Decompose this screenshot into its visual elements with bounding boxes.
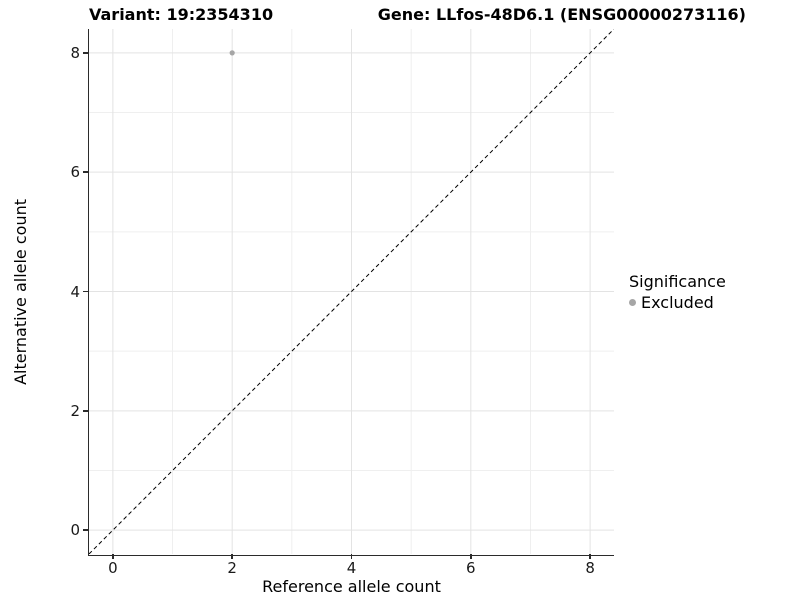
identity-line	[88, 29, 614, 554]
y-axis-title: Alternative allele count	[10, 198, 30, 385]
x-tick-mark	[231, 554, 233, 559]
y-tick-label: 6	[70, 163, 80, 182]
y-axis-title-wrap: Alternative allele count	[8, 29, 32, 554]
legend-item-label: Excluded	[641, 293, 714, 312]
x-tick-mark	[350, 554, 353, 559]
y-tick-label: 4	[70, 282, 80, 301]
legend-items: Excluded	[629, 293, 726, 312]
y-tick-mark	[83, 171, 88, 173]
y-tick-mark	[83, 410, 88, 412]
x-tick-mark	[470, 554, 472, 559]
legend: Significance Excluded	[629, 272, 726, 312]
x-axis-title: Reference allele count	[262, 577, 441, 596]
y-tick-mark	[83, 52, 88, 54]
legend-title: Significance	[629, 272, 726, 291]
legend-item: Excluded	[629, 293, 726, 312]
x-tick-label: 2	[227, 559, 237, 577]
x-tick-label: 4	[346, 559, 357, 577]
y-tick-mark	[83, 290, 88, 293]
data-point	[229, 50, 235, 56]
x-tick-mark	[112, 554, 114, 559]
x-tick-label: 8	[585, 559, 595, 577]
y-tick-label: 0	[70, 521, 80, 540]
plot-canvas	[88, 29, 614, 554]
y-tick-mark	[83, 529, 88, 531]
y-tick-label: 8	[70, 43, 80, 62]
y-tick-label: 2	[70, 401, 80, 420]
variant-title: Variant: 19:2354310	[89, 5, 274, 24]
x-tick-mark	[589, 554, 591, 559]
legend-key-dot-icon	[629, 299, 636, 306]
plot-panel	[87, 29, 614, 556]
x-tick-label: 6	[466, 559, 476, 577]
x-tick-label: 0	[108, 559, 118, 577]
plot-title-row: Variant: 19:2354310 Gene: LLfos-48D6.1 (…	[89, 4, 746, 25]
gene-title: Gene: LLfos-48D6.1 (ENSG00000273116)	[377, 5, 746, 24]
